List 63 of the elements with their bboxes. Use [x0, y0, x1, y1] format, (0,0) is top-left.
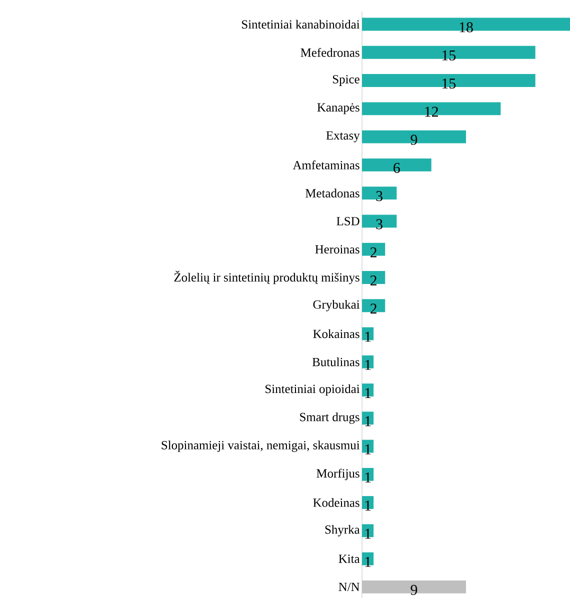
- y-tick-label: Kita: [338, 554, 360, 563]
- y-tick-label: N/N: [338, 582, 360, 592]
- y-tick-label: Žolelių ir sintetinių produktų mišinys: [174, 270, 360, 284]
- data-label: 9: [410, 584, 418, 595]
- data-label: 1: [365, 388, 371, 398]
- bar: [362, 355, 374, 368]
- y-tick-label: Kodeinas: [313, 498, 360, 507]
- y-tick-label: Extasy: [326, 131, 360, 142]
- bar: [362, 440, 374, 453]
- data-label: 1: [365, 500, 371, 510]
- bar: [362, 412, 374, 425]
- bar: [362, 74, 536, 87]
- data-label: 12: [425, 106, 438, 117]
- data-label: 1: [365, 444, 371, 454]
- bar: [362, 130, 466, 144]
- bar: [362, 468, 374, 481]
- y-tick-label: Heroinas: [315, 245, 360, 254]
- bar: [362, 524, 374, 538]
- y-tick-label: Metadonas: [306, 188, 360, 198]
- y-tick-label: LSD: [336, 217, 360, 226]
- bar: [362, 299, 386, 312]
- bar: [362, 496, 374, 510]
- data-label: 9: [410, 134, 418, 145]
- y-tick-label: Sintetiniai kanabinoidai: [242, 20, 360, 29]
- data-label: 1: [365, 360, 371, 370]
- data-label: 15: [442, 78, 456, 89]
- bar: [362, 271, 386, 284]
- data-label: 15: [442, 50, 456, 60]
- bar: [362, 46, 536, 59]
- bar: [362, 552, 374, 566]
- y-tick-label: Mefedronas: [300, 48, 360, 57]
- y-tick-label: Sintetiniai opioidai: [266, 384, 360, 396]
- data-label: 18: [460, 22, 473, 32]
- y-tick-label: Butulinas: [312, 357, 360, 366]
- y-tick-label: Spice: [332, 75, 360, 86]
- bar: [362, 186, 397, 200]
- y-tick-label: Grybukai: [313, 300, 360, 312]
- y-tick-label: Kanapės: [317, 103, 360, 114]
- y-tick-label: Kokainas: [313, 329, 360, 338]
- bar: [362, 384, 374, 396]
- data-label: 2: [370, 304, 376, 314]
- bar: [362, 580, 466, 594]
- bar: [362, 214, 397, 228]
- bar: [362, 158, 432, 172]
- data-label: 1: [365, 472, 371, 482]
- data-label: 1: [365, 332, 371, 342]
- data-label: 1: [365, 528, 371, 539]
- y-tick-label: Slopinamieji vaistai, nemigai, skausmui: [162, 440, 360, 452]
- data-label: 2: [370, 276, 376, 286]
- bar: [362, 242, 386, 256]
- bar: [362, 327, 374, 340]
- data-label: 6: [394, 162, 400, 173]
- y-tick-label: Shyrka: [325, 525, 360, 536]
- y-tick-label: Smart drugs: [300, 412, 360, 424]
- bar: [362, 102, 501, 116]
- data-label: 1: [365, 556, 371, 567]
- y-tick-label: Morfijus: [316, 468, 360, 480]
- y-tick-label: Amfetaminas: [292, 160, 360, 170]
- data-label: 2: [370, 247, 376, 258]
- data-label: 1: [365, 416, 371, 426]
- bar: [362, 18, 570, 31]
- data-label: 3: [376, 219, 382, 230]
- data-label: 3: [376, 191, 382, 202]
